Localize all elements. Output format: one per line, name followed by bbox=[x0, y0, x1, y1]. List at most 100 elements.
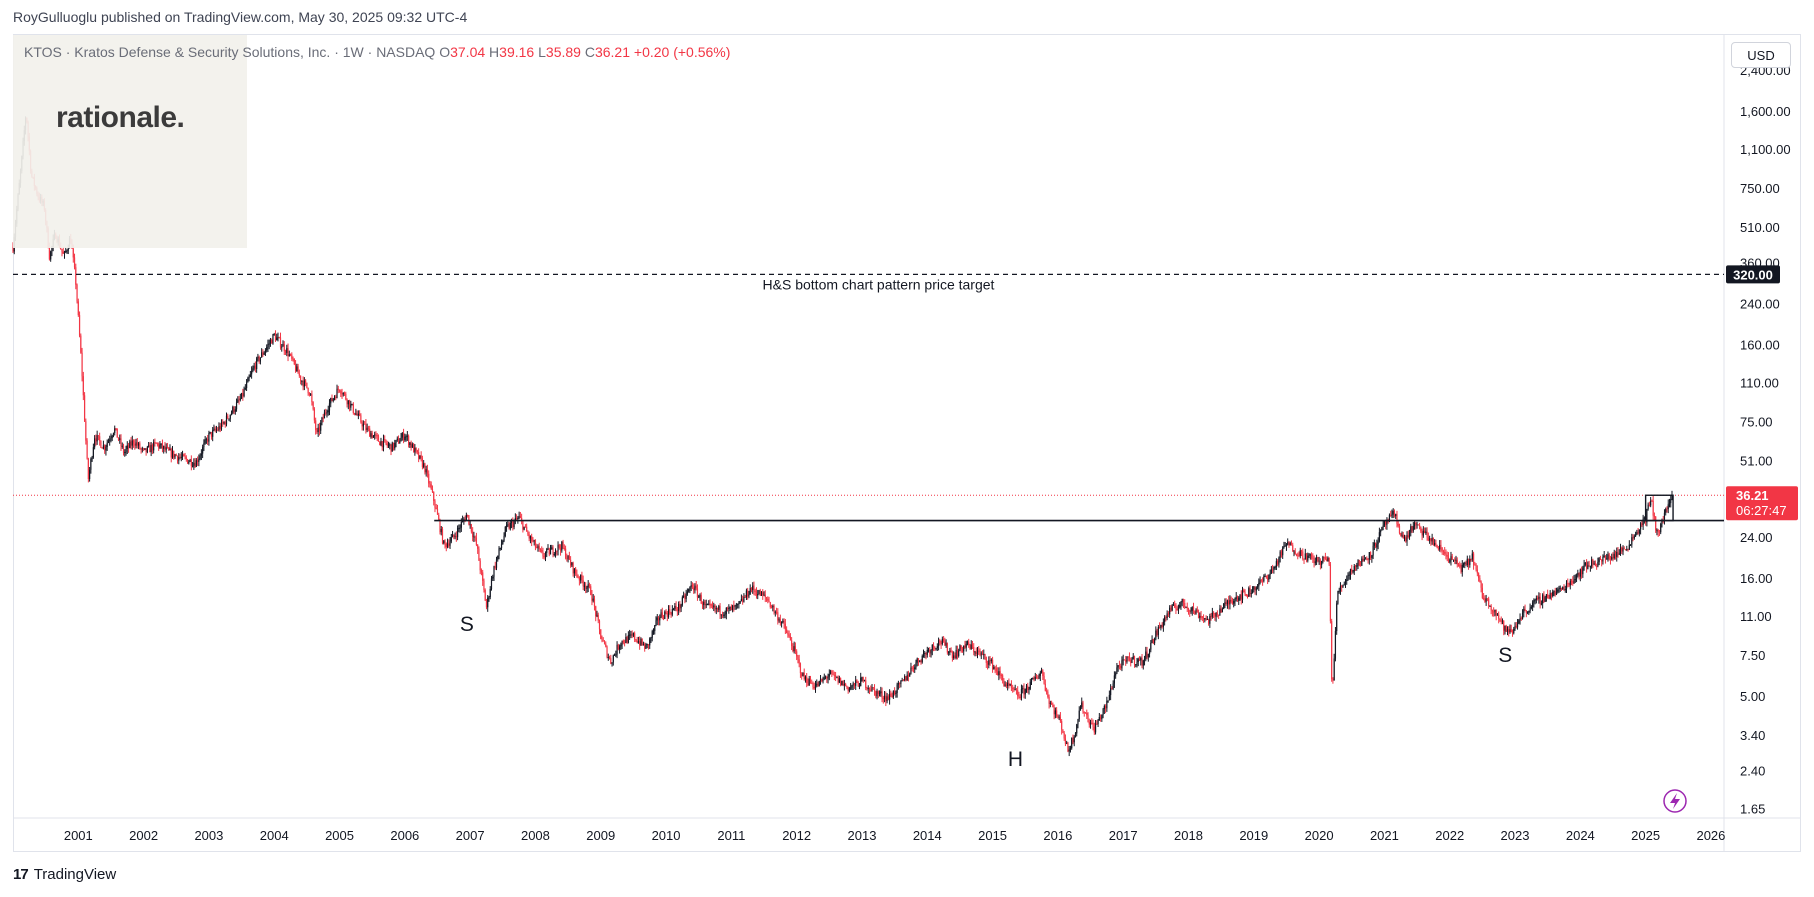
candle-body bbox=[1197, 611, 1200, 618]
candle-body bbox=[1498, 614, 1500, 619]
candle-body bbox=[939, 640, 941, 643]
candle-body bbox=[828, 674, 830, 677]
candle-body bbox=[850, 687, 852, 689]
candle-body bbox=[886, 696, 888, 702]
candle-body bbox=[1653, 515, 1656, 517]
candle-body bbox=[636, 640, 638, 643]
candle-body bbox=[245, 382, 248, 388]
candle-body bbox=[63, 251, 66, 254]
candle-body bbox=[1282, 547, 1284, 556]
candle-body bbox=[472, 531, 474, 537]
chart-frame[interactable] bbox=[13, 34, 1801, 852]
candle-body bbox=[1287, 542, 1289, 545]
candle-body bbox=[752, 585, 754, 590]
candle-body bbox=[217, 429, 219, 431]
candle-body bbox=[1066, 742, 1068, 744]
candle-body bbox=[402, 433, 405, 440]
candle-body bbox=[127, 445, 130, 448]
candle-body bbox=[1495, 609, 1497, 616]
candle-body bbox=[1479, 578, 1481, 582]
candle-body bbox=[327, 410, 329, 413]
candle-body bbox=[1017, 690, 1019, 697]
candle-body bbox=[1560, 587, 1563, 590]
candle-body bbox=[1348, 574, 1350, 576]
candle-body bbox=[708, 603, 710, 605]
candle-body bbox=[178, 457, 180, 461]
candle-body bbox=[1557, 589, 1559, 592]
candle-body bbox=[1651, 500, 1653, 502]
candle-body bbox=[1371, 555, 1373, 558]
candle-body bbox=[404, 436, 406, 440]
candle-body bbox=[156, 443, 159, 445]
candle-body bbox=[1248, 588, 1250, 597]
candle-body bbox=[252, 368, 254, 372]
candle-body bbox=[1383, 520, 1386, 526]
candle-body bbox=[1511, 632, 1514, 634]
candle-body bbox=[1284, 545, 1286, 547]
candle-body bbox=[669, 609, 671, 613]
candle-body bbox=[394, 442, 396, 449]
candle-body bbox=[1200, 615, 1202, 617]
candle-body bbox=[1115, 673, 1117, 676]
candle-body bbox=[1189, 610, 1191, 612]
candle-body bbox=[1332, 679, 1334, 681]
candle-body bbox=[592, 598, 594, 601]
candle-body bbox=[1504, 625, 1506, 631]
candle-body bbox=[1059, 716, 1061, 722]
candle-body bbox=[969, 645, 971, 649]
candle-body bbox=[617, 644, 619, 650]
candle-body bbox=[313, 409, 316, 421]
candle-body bbox=[1107, 700, 1109, 702]
candle-body bbox=[1125, 660, 1127, 662]
candle-body bbox=[294, 364, 297, 372]
candle-body bbox=[405, 436, 407, 438]
candle-body bbox=[1305, 553, 1308, 561]
candle-body bbox=[1505, 625, 1507, 632]
candle-body bbox=[1410, 526, 1412, 533]
candle-body bbox=[1572, 580, 1574, 584]
x-tick-label: 2017 bbox=[1109, 828, 1138, 843]
candle-body bbox=[443, 540, 445, 544]
candle-body bbox=[1110, 688, 1112, 696]
candle-body bbox=[1648, 504, 1651, 506]
candle-body bbox=[585, 585, 587, 589]
candle-body bbox=[1405, 537, 1407, 542]
candle-body bbox=[1177, 607, 1180, 611]
candle-body bbox=[1392, 511, 1394, 515]
candle-body bbox=[410, 442, 412, 448]
candle-body bbox=[1185, 606, 1187, 608]
candle-body bbox=[198, 458, 200, 462]
candle-body bbox=[449, 541, 451, 546]
candle-body bbox=[1206, 618, 1208, 620]
candle-body bbox=[289, 354, 292, 356]
candle-body bbox=[488, 597, 490, 599]
candle-body bbox=[1509, 629, 1511, 633]
candle-body bbox=[1599, 558, 1602, 560]
candle-body bbox=[232, 407, 234, 413]
currency-button[interactable]: USD bbox=[1731, 42, 1791, 68]
candle-body bbox=[870, 689, 872, 691]
candle-body bbox=[1061, 721, 1063, 730]
candle-body bbox=[813, 687, 815, 689]
candle-body bbox=[519, 516, 521, 518]
candle-body bbox=[666, 612, 668, 617]
candle-body bbox=[1451, 556, 1453, 560]
candle-body bbox=[1339, 586, 1342, 592]
candle-body bbox=[369, 428, 371, 437]
candle-body bbox=[732, 605, 734, 611]
candle-body bbox=[760, 592, 763, 596]
candle-body bbox=[552, 547, 554, 555]
candle-body bbox=[1207, 618, 1210, 624]
bar-countdown: 06:27:47 bbox=[1736, 503, 1787, 518]
candle-body bbox=[1432, 537, 1434, 545]
candle-body bbox=[644, 644, 646, 649]
candle-body bbox=[1153, 638, 1156, 644]
candle-body bbox=[1261, 580, 1264, 582]
candle-body bbox=[1226, 600, 1229, 605]
candle-body bbox=[1205, 618, 1207, 620]
y-tick-label: 24.00 bbox=[1740, 530, 1773, 545]
candle-body bbox=[876, 691, 878, 697]
candle-body bbox=[838, 678, 840, 683]
candle-body bbox=[1589, 566, 1591, 568]
